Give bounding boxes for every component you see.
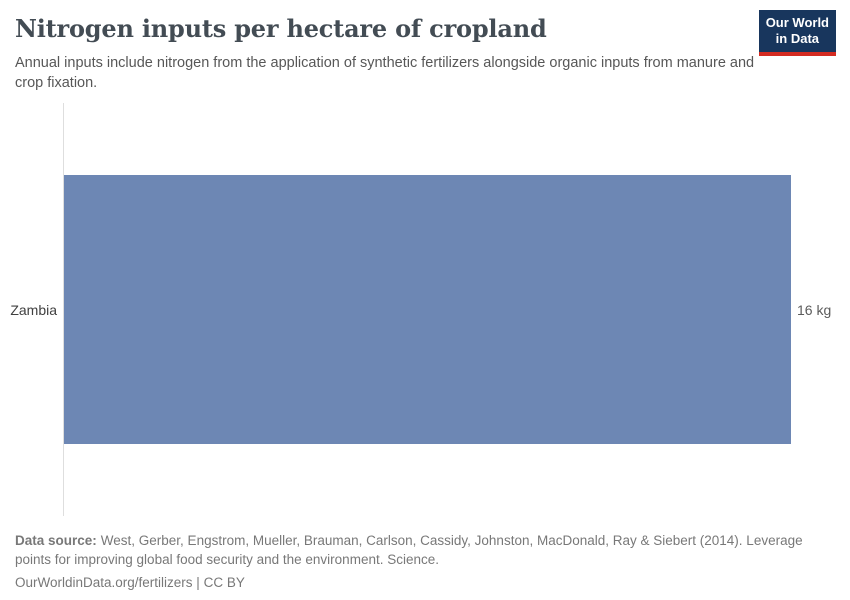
y-axis-line [63,103,64,516]
data-source-label: Data source: [15,533,97,548]
entity-label-zambia: Zambia [10,302,57,318]
bar-zambia[interactable] [64,175,791,444]
footer: Data source: West, Gerber, Engstrom, Muel… [15,531,807,592]
citation-line: OurWorldinData.org/fertilizers | CC BY [15,575,245,591]
owid-logo-line-2: in Data [775,31,820,47]
page-title: Nitrogen inputs per hectare of cropland [15,14,547,43]
owid-logo: Our World in Data [758,10,836,56]
owid-logo-line-1: Our World [765,15,829,30]
page-subtitle: Annual inputs include nitrogen from the … [15,55,755,91]
value-label-zambia: 16 kg [797,302,832,318]
data-source-line: Data source: West, Gerber, Engstrom, Muel… [15,531,807,569]
data-source-text: West, Gerber, Engstrom, Mueller, Brauman… [15,533,803,568]
plot-area [64,175,791,444]
